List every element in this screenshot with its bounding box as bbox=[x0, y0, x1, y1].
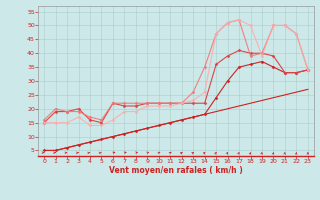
X-axis label: Vent moyen/en rafales ( km/h ): Vent moyen/en rafales ( km/h ) bbox=[109, 166, 243, 175]
